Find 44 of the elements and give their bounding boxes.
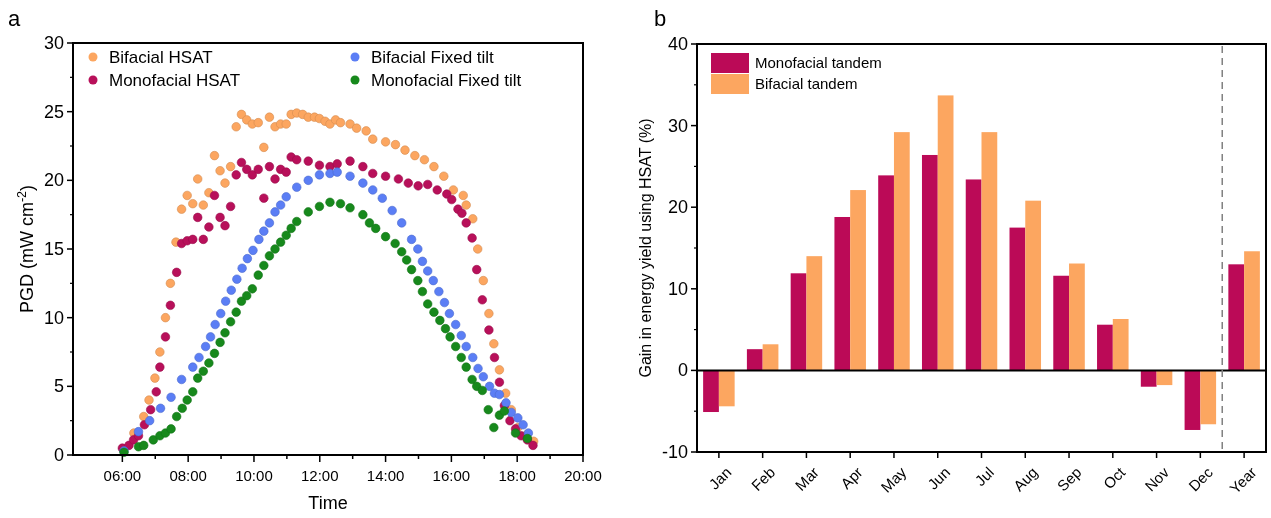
x-tick-label: 06:00 [103, 467, 142, 484]
x-tick-label: Mar [791, 463, 822, 494]
y-tick-label: 20 [667, 197, 688, 218]
x-tick-label: 14:00 [366, 467, 405, 484]
x-tick-label: 10:00 [235, 467, 273, 484]
x-tick-label: Nov [1141, 463, 1173, 495]
x-tick-label: 18:00 [498, 467, 536, 484]
y-tick-label: 20 [43, 170, 64, 191]
y-tick-label: 15 [43, 239, 64, 259]
legend-label: Monofacial tandem [755, 54, 882, 71]
legend-label: Bifacial tandem [755, 75, 858, 92]
x-tick-label: Jul [971, 463, 998, 490]
x-tick-label: Apr [837, 463, 866, 493]
x-tick-label: 08:00 [169, 467, 207, 484]
x-tick-label: 20:00 [564, 467, 602, 484]
y-tick-label: 10 [667, 278, 688, 299]
x-tick-label: Jun [924, 463, 954, 493]
x-tick-label: Oct [1099, 462, 1129, 493]
legend-label: Monofacial HSAT [109, 71, 241, 90]
x-tick-label: Aug [1009, 463, 1041, 495]
y-tick-label: 30 [43, 33, 64, 53]
chart-title: b [654, 6, 667, 31]
x-tick-label: 12:00 [301, 467, 339, 484]
y-tick-label: 40 [667, 34, 688, 54]
y-tick-label: 0 [53, 445, 64, 465]
y-tick-label: 30 [667, 115, 688, 136]
y-tick-label: 25 [43, 101, 64, 122]
legend-label: Bifacial HSAT [109, 48, 213, 67]
chart-title: a [8, 6, 21, 31]
y-axis-title: Gain in energy yield using HSAT (%) [637, 118, 654, 378]
x-tick-label: Dec [1185, 463, 1217, 495]
x-tick-label: Feb [747, 463, 779, 494]
y-tick-label: 5 [53, 376, 64, 397]
x-tick-label: Year [1226, 463, 1260, 497]
x-tick-label: May [877, 463, 910, 496]
x-tick-label: 16:00 [432, 467, 471, 484]
x-tick-label: Sep [1053, 463, 1085, 495]
x-tick-label: Jan [705, 463, 735, 493]
legend-label: Bifacial Fixed tilt [371, 48, 495, 67]
x-axis-title: Time [308, 493, 348, 513]
y-tick-label: -10 [661, 442, 688, 462]
legend-label: Monofacial Fixed tilt [371, 71, 522, 90]
y-tick-label: 10 [43, 307, 64, 328]
y-tick-label: 0 [677, 360, 688, 381]
